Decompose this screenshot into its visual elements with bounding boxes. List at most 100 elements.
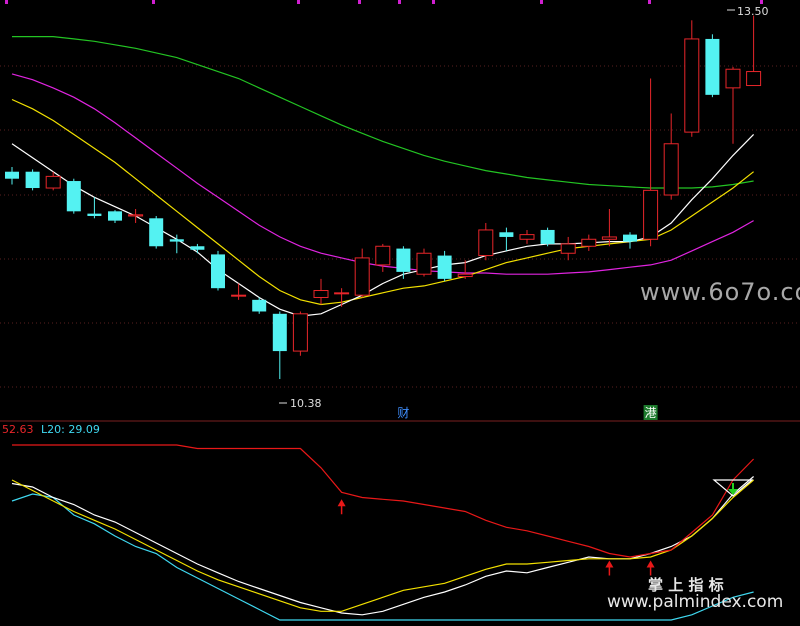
candle (478, 222, 494, 261)
indicator-cyan-line (11, 493, 754, 621)
candle-body (108, 211, 122, 221)
event-marker-0: 财 (397, 406, 409, 420)
candle-body (149, 218, 164, 247)
candle (87, 197, 102, 219)
watermark-sub-title: 掌 上 指 标 (648, 576, 724, 594)
candle-body (623, 234, 637, 242)
candle-body (45, 175, 61, 189)
candle-body (725, 68, 741, 89)
candle-body (354, 257, 370, 296)
candle-body (601, 236, 617, 240)
candle (560, 236, 576, 261)
buy-arrow-head (337, 499, 346, 507)
top-tick (760, 0, 763, 4)
candle (149, 215, 164, 249)
buy-arrow-head (646, 560, 655, 568)
top-tick (5, 0, 8, 4)
event-marker-bg (643, 405, 658, 420)
candle (437, 250, 452, 282)
candle-body (25, 171, 40, 189)
sell-triangle (712, 479, 754, 497)
candle-body (581, 238, 597, 247)
candle (396, 246, 411, 279)
indicator-panel (11, 444, 755, 621)
candle-body (663, 143, 679, 196)
event-marker-1: 港 (645, 406, 657, 420)
top-tick (648, 0, 651, 4)
candle (292, 311, 308, 356)
candle (231, 283, 247, 300)
top-tick (358, 0, 361, 4)
grid-lines (0, 0, 800, 388)
candle (25, 169, 40, 191)
indicator-value: 52.63 (2, 423, 34, 436)
candle-body (334, 292, 350, 295)
candle (313, 278, 329, 305)
candle-body (5, 171, 19, 179)
candle (519, 229, 535, 244)
candle (169, 234, 184, 254)
candle-body (499, 232, 514, 237)
candle-body (231, 294, 247, 297)
candle-body (313, 290, 329, 299)
ma-green-line (12, 35, 754, 189)
top-tick (432, 0, 435, 4)
candle (725, 66, 741, 144)
candle-body (416, 252, 432, 275)
candle (684, 20, 700, 137)
candlesticks (5, 15, 762, 380)
watermark-sub-url: www.palmindex.com (607, 592, 784, 612)
sell-arrow (712, 479, 754, 497)
candle (581, 234, 597, 251)
top-tick (398, 0, 401, 4)
candle-body (437, 255, 452, 279)
buy-arrow (605, 560, 614, 576)
candle (354, 248, 370, 298)
candle-body (292, 313, 308, 352)
candle (416, 248, 432, 277)
candle-body (560, 243, 576, 254)
candle (108, 210, 122, 223)
candle-body (540, 229, 555, 244)
top-tick (297, 0, 300, 4)
candle (66, 178, 81, 214)
candle-body (169, 239, 184, 242)
event-markers: 财港 (397, 405, 658, 420)
candle-body (66, 181, 81, 212)
candle-body (190, 246, 205, 250)
candle-body (643, 189, 659, 240)
candle (746, 15, 762, 87)
candle (457, 260, 473, 279)
candle-body (396, 248, 411, 272)
candle (663, 113, 679, 200)
candle-body (478, 229, 494, 257)
watermark-main: www.6o7o.com (640, 278, 800, 306)
candle (623, 232, 637, 249)
candle (128, 208, 144, 223)
candle (190, 243, 205, 254)
candle-body (457, 273, 473, 278)
candle-body (211, 254, 225, 289)
candle (45, 171, 61, 191)
candle (211, 250, 225, 291)
candle-body (746, 71, 762, 87)
candle-body (375, 245, 391, 266)
low-price-label: 10.38 (290, 397, 322, 410)
candle (334, 288, 350, 307)
candle (252, 297, 267, 314)
candle-body (252, 299, 267, 312)
ma-yellow-line (11, 98, 754, 306)
candle (705, 34, 720, 98)
candle-body (272, 313, 287, 352)
top-tick (152, 0, 155, 4)
candle (499, 227, 514, 251)
buy-arrow (646, 560, 655, 576)
sell-arrow-head (728, 489, 738, 495)
indicator-header: 52.63 L20: 29.09 (2, 423, 100, 439)
candle (643, 78, 659, 247)
price-annotations: 13.50 10.38 (279, 5, 769, 410)
candle (5, 167, 19, 185)
candle-body (519, 234, 535, 240)
candle-body (705, 38, 720, 95)
